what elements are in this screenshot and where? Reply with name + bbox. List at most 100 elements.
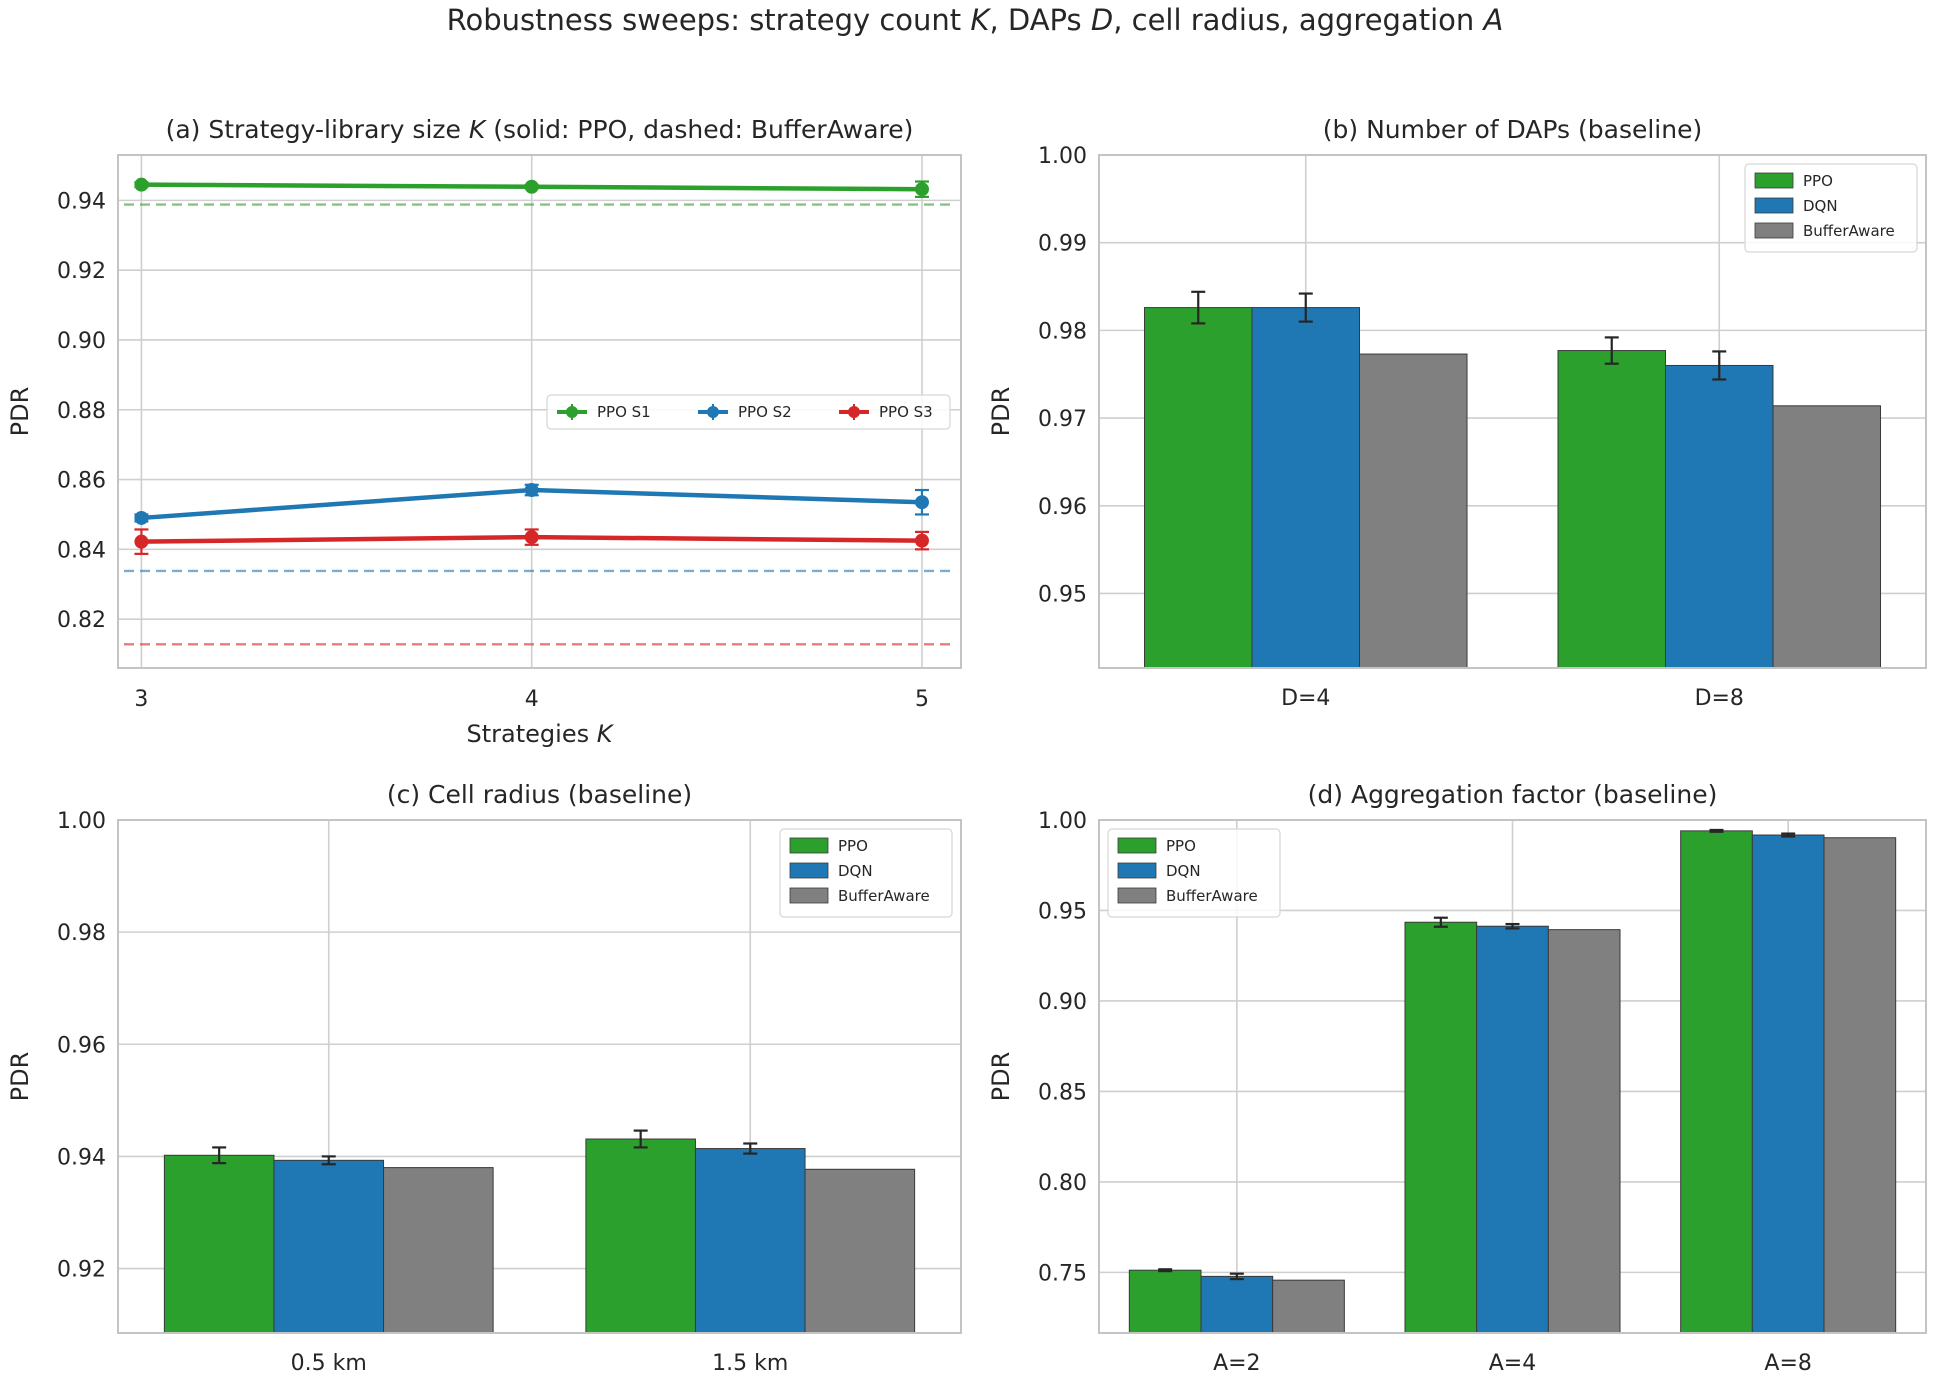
y-tick-label: 1.00	[57, 809, 106, 834]
panel-title: (d) Aggregation factor (baseline)	[1308, 780, 1718, 809]
legend: PPO DQN BufferAware	[1744, 163, 1918, 253]
y-tick-label: 1.00	[1038, 809, 1087, 834]
y-tick-label: 0.95	[1038, 582, 1087, 607]
legend: PPO DQN BufferAware	[779, 828, 953, 918]
plot-frame	[1098, 819, 1927, 1334]
legend-marker	[707, 406, 719, 418]
x-tick-label: D=4	[1281, 686, 1330, 711]
y-tick-label: 1.00	[1038, 144, 1087, 169]
y-axis-label: PDR	[987, 1052, 1015, 1102]
bar	[1680, 830, 1753, 1334]
legend-swatch	[1754, 197, 1794, 214]
bar	[585, 1138, 696, 1334]
bar	[1664, 364, 1774, 669]
legend-label: PPO	[1803, 172, 1833, 190]
y-tick-label: 0.92	[57, 259, 106, 284]
bar	[1557, 350, 1666, 669]
y-tick-label: 0.80	[1038, 1171, 1087, 1196]
y-tick-label: 0.98	[57, 921, 106, 946]
legend-item: BufferAware	[1754, 222, 1895, 240]
bar	[1200, 1275, 1274, 1334]
legend-box	[546, 394, 951, 430]
x-tick-label: A=8	[1764, 1351, 1811, 1376]
data-point	[524, 179, 539, 194]
bar	[694, 1148, 806, 1334]
series-dqn	[273, 1142, 806, 1334]
legend-label: DQN	[838, 862, 873, 880]
bar	[383, 1167, 494, 1334]
legend-item: PPO	[789, 837, 868, 855]
data-point	[134, 510, 149, 525]
x-tick-label: 4	[525, 687, 539, 712]
y-tick-label: 0.90	[1038, 990, 1087, 1015]
legend-item: PPO S1	[557, 403, 651, 421]
y-tick-label: 0.98	[1038, 319, 1087, 344]
bar	[163, 1154, 275, 1334]
legend-label: DQN	[1166, 862, 1201, 880]
y-tick-label: 0.97	[1038, 407, 1087, 432]
data-point	[914, 533, 929, 548]
legend: PPO DQN BufferAware	[1107, 828, 1281, 918]
panel-a: (a) Strategy-library size K (solid: PPO,…	[6, 115, 962, 748]
y-tick-label: 0.88	[57, 399, 106, 424]
bar	[1823, 837, 1897, 1334]
legend-swatch	[1754, 172, 1794, 189]
plot-frame	[117, 154, 962, 669]
data-point	[134, 177, 149, 192]
legend-label: PPO S3	[879, 403, 933, 421]
legend-swatch	[1117, 862, 1157, 879]
legend-item: DQN	[1754, 197, 1838, 215]
legend: PPO S1 PPO S2 PPO S3	[546, 394, 951, 430]
panel-c: (c) Cell radius (baseline) 0.92 0.94 0.96 0.…	[6, 780, 962, 1376]
series-bufferaware	[1359, 353, 1882, 669]
legend-item: PPO	[1117, 837, 1196, 855]
y-axis-label: PDR	[987, 387, 1015, 437]
data-point	[914, 495, 929, 510]
legend-swatch	[1117, 837, 1157, 854]
data-point	[524, 483, 539, 498]
figure-title: Robustness sweeps: strategy count K, DAP…	[447, 3, 1504, 37]
x-tick-label: 5	[915, 687, 929, 712]
x-tick-label: A=4	[1489, 1351, 1536, 1376]
legend-label: BufferAware	[1803, 222, 1895, 240]
series-ppo	[163, 1129, 696, 1334]
x-tick-label: D=8	[1695, 686, 1744, 711]
panel-title: (a) Strategy-library size K (solid: PPO,…	[166, 115, 914, 144]
bar	[273, 1159, 385, 1334]
series-bufferaware	[1272, 837, 1897, 1334]
y-tick-label: 0.84	[57, 538, 106, 563]
legend-swatch	[789, 887, 829, 904]
panel-d: (d) Aggregation factor (baseline) 0.75 0.8…	[987, 780, 1927, 1376]
series-ppo-s2	[124, 483, 955, 573]
panel-title: (c) Cell radius (baseline)	[387, 780, 692, 809]
legend-item: DQN	[789, 862, 873, 880]
y-tick-label: 0.96	[1038, 495, 1087, 520]
bar	[1751, 834, 1825, 1334]
bar	[1547, 929, 1621, 1334]
bar	[1128, 1269, 1202, 1334]
series-dqn	[1200, 832, 1825, 1334]
bar	[1272, 1279, 1345, 1334]
x-tick-label: 3	[134, 687, 148, 712]
legend-label: PPO	[838, 837, 868, 855]
plot-frame	[1098, 154, 1927, 669]
bar	[1772, 405, 1882, 669]
y-tick-label: 0.82	[57, 608, 106, 633]
data-point	[134, 534, 149, 549]
legend-item: PPO	[1754, 172, 1833, 190]
y-axis-label: PDR	[6, 387, 34, 437]
legend-item: BufferAware	[1117, 887, 1258, 905]
series-ppo-s1	[124, 177, 955, 206]
bar	[1476, 925, 1549, 1334]
legend-swatch	[1754, 222, 1794, 239]
legend-item: BufferAware	[789, 887, 930, 905]
bar	[1143, 307, 1253, 669]
y-tick-label: 0.99	[1038, 232, 1087, 257]
series-ppo	[1143, 290, 1666, 669]
bar	[1359, 353, 1468, 669]
y-tick-label: 0.94	[57, 189, 106, 214]
x-axis-label: Strategies K	[467, 720, 615, 748]
y-tick-label: 0.96	[57, 1033, 106, 1058]
y-tick-label: 0.85	[1038, 1080, 1087, 1105]
